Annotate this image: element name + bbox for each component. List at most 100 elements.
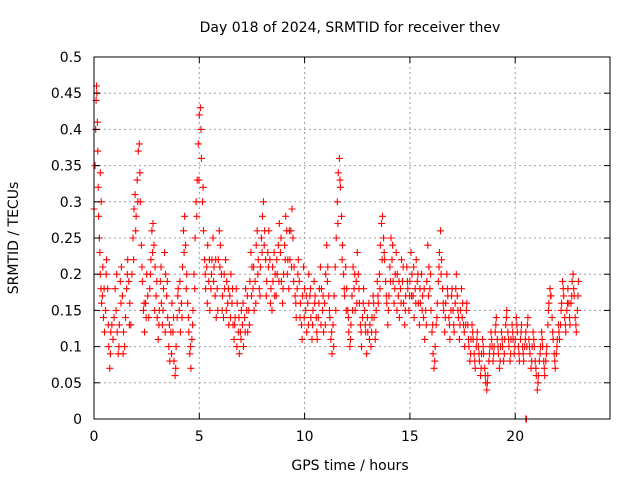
data-point xyxy=(322,270,330,278)
data-point xyxy=(574,277,582,285)
data-point xyxy=(427,270,435,278)
data-point xyxy=(151,263,159,271)
data-point xyxy=(568,277,576,285)
data-point xyxy=(250,306,258,314)
data-point xyxy=(344,314,352,322)
data-point xyxy=(439,299,447,307)
data-point xyxy=(157,299,165,307)
data-point xyxy=(448,292,456,300)
data-point xyxy=(170,314,178,322)
data-point xyxy=(165,321,173,329)
data-point xyxy=(475,350,483,358)
data-point xyxy=(503,306,511,314)
data-point xyxy=(153,314,161,322)
data-point xyxy=(193,212,201,220)
data-point xyxy=(391,285,399,293)
data-point xyxy=(327,335,335,343)
data-point xyxy=(440,306,448,314)
data-point xyxy=(433,299,441,307)
data-point xyxy=(281,256,289,264)
data-point xyxy=(336,176,344,184)
data-point xyxy=(408,292,416,300)
data-point xyxy=(162,270,170,278)
data-point xyxy=(397,299,405,307)
data-point xyxy=(410,314,418,322)
data-point xyxy=(233,299,241,307)
data-point xyxy=(498,328,505,336)
data-point xyxy=(187,343,194,351)
data-point xyxy=(314,314,322,322)
data-point xyxy=(187,364,195,372)
data-point xyxy=(237,335,245,343)
data-point xyxy=(557,306,565,314)
data-point xyxy=(227,270,235,278)
data-point xyxy=(137,241,145,249)
data-point xyxy=(328,328,336,336)
data-point xyxy=(541,372,549,380)
data-point xyxy=(423,277,431,285)
data-point xyxy=(140,306,147,314)
data-point xyxy=(562,328,570,336)
data-point xyxy=(118,292,126,300)
data-point xyxy=(269,277,277,285)
data-point xyxy=(263,277,271,285)
data-point xyxy=(239,321,246,329)
data-point xyxy=(220,270,228,278)
data-point xyxy=(205,256,213,264)
data-point xyxy=(230,335,238,343)
data-point xyxy=(190,270,198,278)
data-point xyxy=(231,321,239,329)
data-point xyxy=(149,249,157,256)
data-point xyxy=(212,256,220,264)
data-point xyxy=(351,270,359,278)
data-point xyxy=(367,343,375,351)
data-point xyxy=(376,285,384,293)
data-point xyxy=(323,277,331,285)
data-point xyxy=(392,249,400,256)
data-point xyxy=(418,306,426,314)
data-point xyxy=(146,270,154,278)
data-point xyxy=(174,292,182,300)
data-point xyxy=(384,306,392,314)
data-point xyxy=(199,198,206,206)
data-point xyxy=(424,241,432,249)
data-point xyxy=(104,321,112,329)
data-point xyxy=(310,277,318,285)
data-point xyxy=(279,285,287,293)
data-point xyxy=(235,314,243,322)
data-point xyxy=(401,321,409,329)
data-point xyxy=(109,335,117,343)
data-point xyxy=(117,263,125,271)
data-point xyxy=(164,314,172,322)
data-point xyxy=(309,321,317,329)
data-point xyxy=(252,299,260,307)
data-point xyxy=(98,292,106,300)
data-point xyxy=(258,249,266,256)
data-point xyxy=(213,285,221,293)
data-point xyxy=(376,241,384,249)
data-point xyxy=(259,212,266,220)
data-point xyxy=(93,118,101,126)
data-point xyxy=(383,299,391,307)
data-point xyxy=(276,249,284,256)
data-point xyxy=(105,343,113,351)
data-point xyxy=(140,299,148,307)
data-point xyxy=(283,270,291,278)
data-point xyxy=(274,241,282,249)
data-point xyxy=(546,285,554,293)
data-point xyxy=(115,321,123,329)
data-point xyxy=(357,328,365,336)
data-point xyxy=(210,277,218,285)
data-point xyxy=(569,270,577,278)
data-point xyxy=(342,306,350,314)
data-point xyxy=(455,335,463,343)
data-point xyxy=(420,285,428,293)
data-point xyxy=(347,335,354,343)
data-point xyxy=(195,176,203,184)
data-point xyxy=(142,314,150,322)
data-point xyxy=(536,350,544,358)
data-point xyxy=(216,241,224,249)
data-point xyxy=(103,256,111,264)
data-point xyxy=(462,306,470,314)
